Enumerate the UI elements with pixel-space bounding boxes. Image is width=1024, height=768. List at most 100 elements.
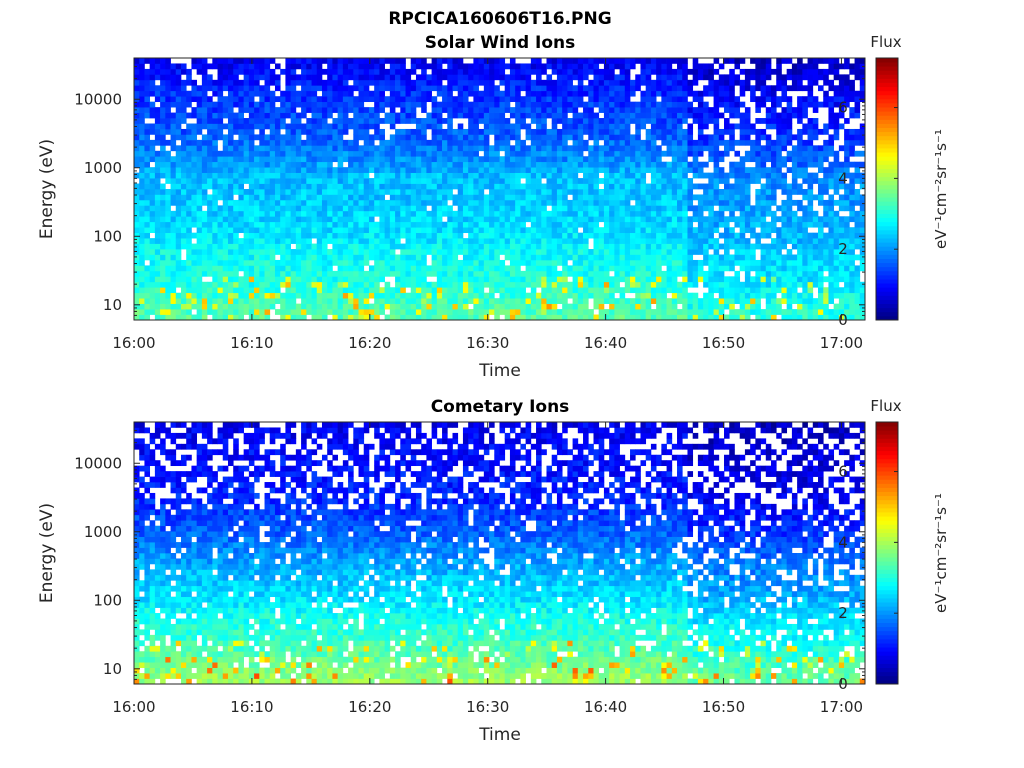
heatmap-cell xyxy=(572,58,579,64)
heatmap-cell xyxy=(551,254,558,261)
heatmap-cell xyxy=(342,118,349,124)
heatmap-cell xyxy=(149,249,156,255)
heatmap-cell xyxy=(530,259,537,266)
heatmap-cell xyxy=(426,85,432,92)
heatmap-cell xyxy=(186,303,192,310)
heatmap-cell xyxy=(154,63,161,70)
heatmap-cell xyxy=(436,145,443,152)
heatmap-cell xyxy=(379,178,385,184)
heatmap-cell xyxy=(395,161,401,168)
heatmap-cell xyxy=(149,227,156,234)
heatmap-cell xyxy=(577,183,584,190)
heatmap-cell xyxy=(572,259,579,266)
heatmap-cell xyxy=(405,205,412,212)
heatmap-cell xyxy=(165,68,171,75)
heatmap-cell xyxy=(609,292,615,299)
heatmap-cell xyxy=(321,287,328,294)
heatmap-cell xyxy=(337,221,344,228)
heatmap-cell xyxy=(504,309,511,315)
heatmap-cell xyxy=(274,281,281,288)
heatmap-cell xyxy=(624,79,631,86)
heatmap-cell xyxy=(212,167,218,173)
heatmap-cell xyxy=(624,63,631,70)
heatmap-cell xyxy=(452,194,459,201)
heatmap-cell xyxy=(327,178,333,184)
heatmap-cell xyxy=(708,281,714,288)
heatmap-cell xyxy=(515,172,521,179)
heatmap-cell xyxy=(233,156,239,163)
heatmap-cell xyxy=(290,118,297,124)
heatmap-cell xyxy=(661,178,667,184)
heatmap-cell xyxy=(588,189,594,195)
heatmap-cell xyxy=(546,309,553,315)
heatmap-cell xyxy=(295,287,302,294)
heatmap-cell xyxy=(389,150,396,157)
heatmap-cell xyxy=(201,150,208,157)
heatmap-cell xyxy=(207,205,213,212)
heatmap-cell xyxy=(494,63,500,70)
heatmap-cell xyxy=(363,281,370,288)
heatmap-cell xyxy=(337,134,344,141)
heatmap-cell xyxy=(243,287,250,294)
heatmap-cell xyxy=(358,281,365,288)
heatmap-cell xyxy=(368,243,375,250)
heatmap-cell xyxy=(358,227,365,234)
heatmap-cell xyxy=(243,254,250,261)
heatmap-cell xyxy=(139,216,145,223)
heatmap-cell xyxy=(556,150,563,157)
heatmap-cell xyxy=(274,74,281,81)
heatmap-cell xyxy=(170,199,177,206)
heatmap-cell xyxy=(264,145,271,152)
heatmap-cell xyxy=(395,118,401,124)
heatmap-cell xyxy=(285,161,291,168)
heatmap-cell xyxy=(201,221,208,228)
heatmap-cell xyxy=(280,210,286,217)
heatmap-cell xyxy=(248,74,255,81)
heatmap-cell xyxy=(170,139,177,146)
heatmap-cell xyxy=(389,254,396,261)
heatmap-cell xyxy=(316,112,323,119)
heatmap-cell xyxy=(353,161,359,168)
heatmap-cell xyxy=(692,210,699,217)
heatmap-cell xyxy=(619,79,626,86)
heatmap-cell xyxy=(254,216,260,223)
heatmap-cell xyxy=(556,118,563,124)
heatmap-cell xyxy=(494,128,500,135)
heatmap-cell xyxy=(421,281,427,288)
heatmap-cell xyxy=(212,216,218,223)
heatmap-cell xyxy=(180,183,187,190)
heatmap-cell xyxy=(243,178,250,184)
heatmap-cell xyxy=(248,123,255,130)
heatmap-cell xyxy=(348,118,354,124)
heatmap-cell xyxy=(614,276,620,283)
heatmap-cell xyxy=(468,259,474,266)
heatmap-cell xyxy=(374,249,380,255)
heatmap-cell xyxy=(619,238,626,244)
heatmap-cell xyxy=(645,227,652,234)
heatmap-cell xyxy=(384,249,391,255)
heatmap-cell xyxy=(321,249,328,255)
heatmap-cell xyxy=(677,139,683,146)
heatmap-cell xyxy=(154,194,161,201)
heatmap-cell xyxy=(536,90,542,97)
heatmap-cell xyxy=(509,96,516,103)
heatmap-cell xyxy=(447,303,453,310)
heatmap-cell xyxy=(379,63,385,70)
heatmap-cell xyxy=(259,139,265,146)
heatmap-cell xyxy=(525,74,532,81)
heatmap-cell xyxy=(217,178,224,184)
heatmap-cell xyxy=(692,90,699,97)
heatmap-cell xyxy=(650,221,657,228)
heatmap-cell xyxy=(306,68,312,75)
heatmap-cell xyxy=(619,309,626,315)
heatmap-cell xyxy=(405,276,412,283)
heatmap-cell xyxy=(410,205,417,212)
heatmap-cell xyxy=(196,156,203,163)
heatmap-cell xyxy=(551,68,558,75)
heatmap-cell xyxy=(295,178,302,184)
heatmap-cell xyxy=(697,243,704,250)
heatmap-cell xyxy=(431,178,438,184)
heatmap-cell xyxy=(520,292,526,299)
heatmap-cell xyxy=(462,96,469,103)
heatmap-cell xyxy=(572,183,579,190)
